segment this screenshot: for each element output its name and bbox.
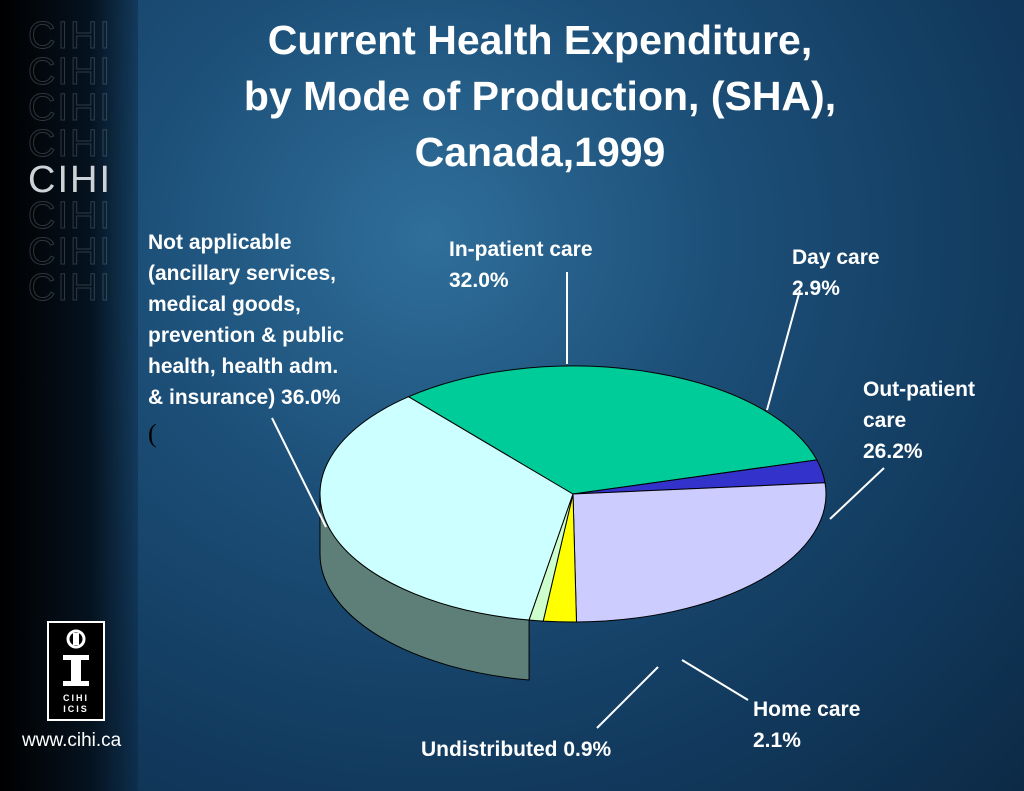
- brand-watermark-word: CIHI: [28, 123, 112, 165]
- title-line-2: by Mode of Production, (SHA),: [243, 73, 837, 119]
- leader-line-home-care: [681, 659, 749, 701]
- stray-character: (: [148, 419, 157, 448]
- label-not-applicable: Not applicable (ancillary services, medi…: [148, 227, 344, 413]
- brand-word-highlight: CIHI: [28, 159, 112, 201]
- label-undistributed: Undistributed 0.9%: [421, 734, 611, 765]
- brand-watermark-word: CIHI: [28, 267, 112, 309]
- leader-line-out-patient: [829, 467, 885, 520]
- label-line: Home care: [753, 698, 861, 721]
- brand-watermark: CIHI CIHI CIHI CIHI CIHI CIHI CIHI CIHI: [28, 15, 128, 309]
- brand-sidebar: CIHI CIHI CIHI CIHI CIHI CIHI CIHI CIHI …: [0, 0, 138, 791]
- brand-watermark-word: CIHI: [28, 51, 112, 93]
- pie-slice-in-patient: [407, 365, 818, 495]
- label-line: (ancillary services,: [148, 262, 336, 285]
- cihi-logo-icon: CIHI ICIS: [63, 629, 89, 714]
- label-line: 26.2%: [863, 440, 923, 463]
- leader-lines: [271, 272, 885, 729]
- label-home-care: Home care 2.1%: [753, 694, 860, 756]
- slide-title: Current Health Expenditure, by Mode of P…: [140, 12, 940, 180]
- label-line: 2.1%: [753, 729, 801, 752]
- title-line-1: Current Health Expenditure,: [267, 17, 813, 63]
- leader-line-day-care: [766, 289, 801, 411]
- logo-text-top: CIHI: [63, 693, 89, 703]
- brand-watermark-word: CIHI: [28, 87, 112, 129]
- label-line: medical goods,: [148, 293, 301, 316]
- brand-watermark-word: CIHI: [28, 15, 112, 57]
- brand-watermark-word: CIHI: [28, 231, 112, 273]
- pie-slice-out-patient: [572, 482, 827, 623]
- brand-watermark-word: CIHI: [28, 195, 112, 237]
- label-line: prevention & public: [148, 324, 345, 347]
- label-line: 32.0%: [449, 269, 509, 292]
- label-line: Out-patient: [863, 378, 975, 401]
- label-line: & insurance) 36.0%: [148, 386, 341, 409]
- website-url: www.cihi.ca: [22, 730, 122, 751]
- label-line: health, health adm.: [148, 355, 339, 378]
- label-line: 2.9%: [792, 277, 840, 300]
- label-line: care: [863, 409, 907, 432]
- pie-slice-undistributed: [528, 493, 574, 622]
- pie-slice-not-applicable: [319, 396, 574, 621]
- label-in-patient: In-patient care 32.0%: [449, 234, 593, 296]
- label-out-patient: Out-patient care 26.2%: [863, 374, 975, 467]
- title-line-3: Canada,1999: [414, 129, 666, 175]
- cihi-logo: CIHI ICIS: [47, 621, 105, 721]
- leader-line-not-applicable: [271, 417, 327, 528]
- label-day-care: Day care 2.9%: [792, 242, 880, 304]
- label-line: Not applicable: [148, 231, 292, 254]
- label-line: Undistributed 0.9%: [421, 738, 612, 761]
- logo-text-bottom: ICIS: [63, 704, 89, 714]
- label-line: Day care: [792, 246, 880, 269]
- leader-line-undistributed: [596, 666, 659, 729]
- label-line: In-patient care: [449, 238, 593, 261]
- pie-tops: [319, 365, 827, 623]
